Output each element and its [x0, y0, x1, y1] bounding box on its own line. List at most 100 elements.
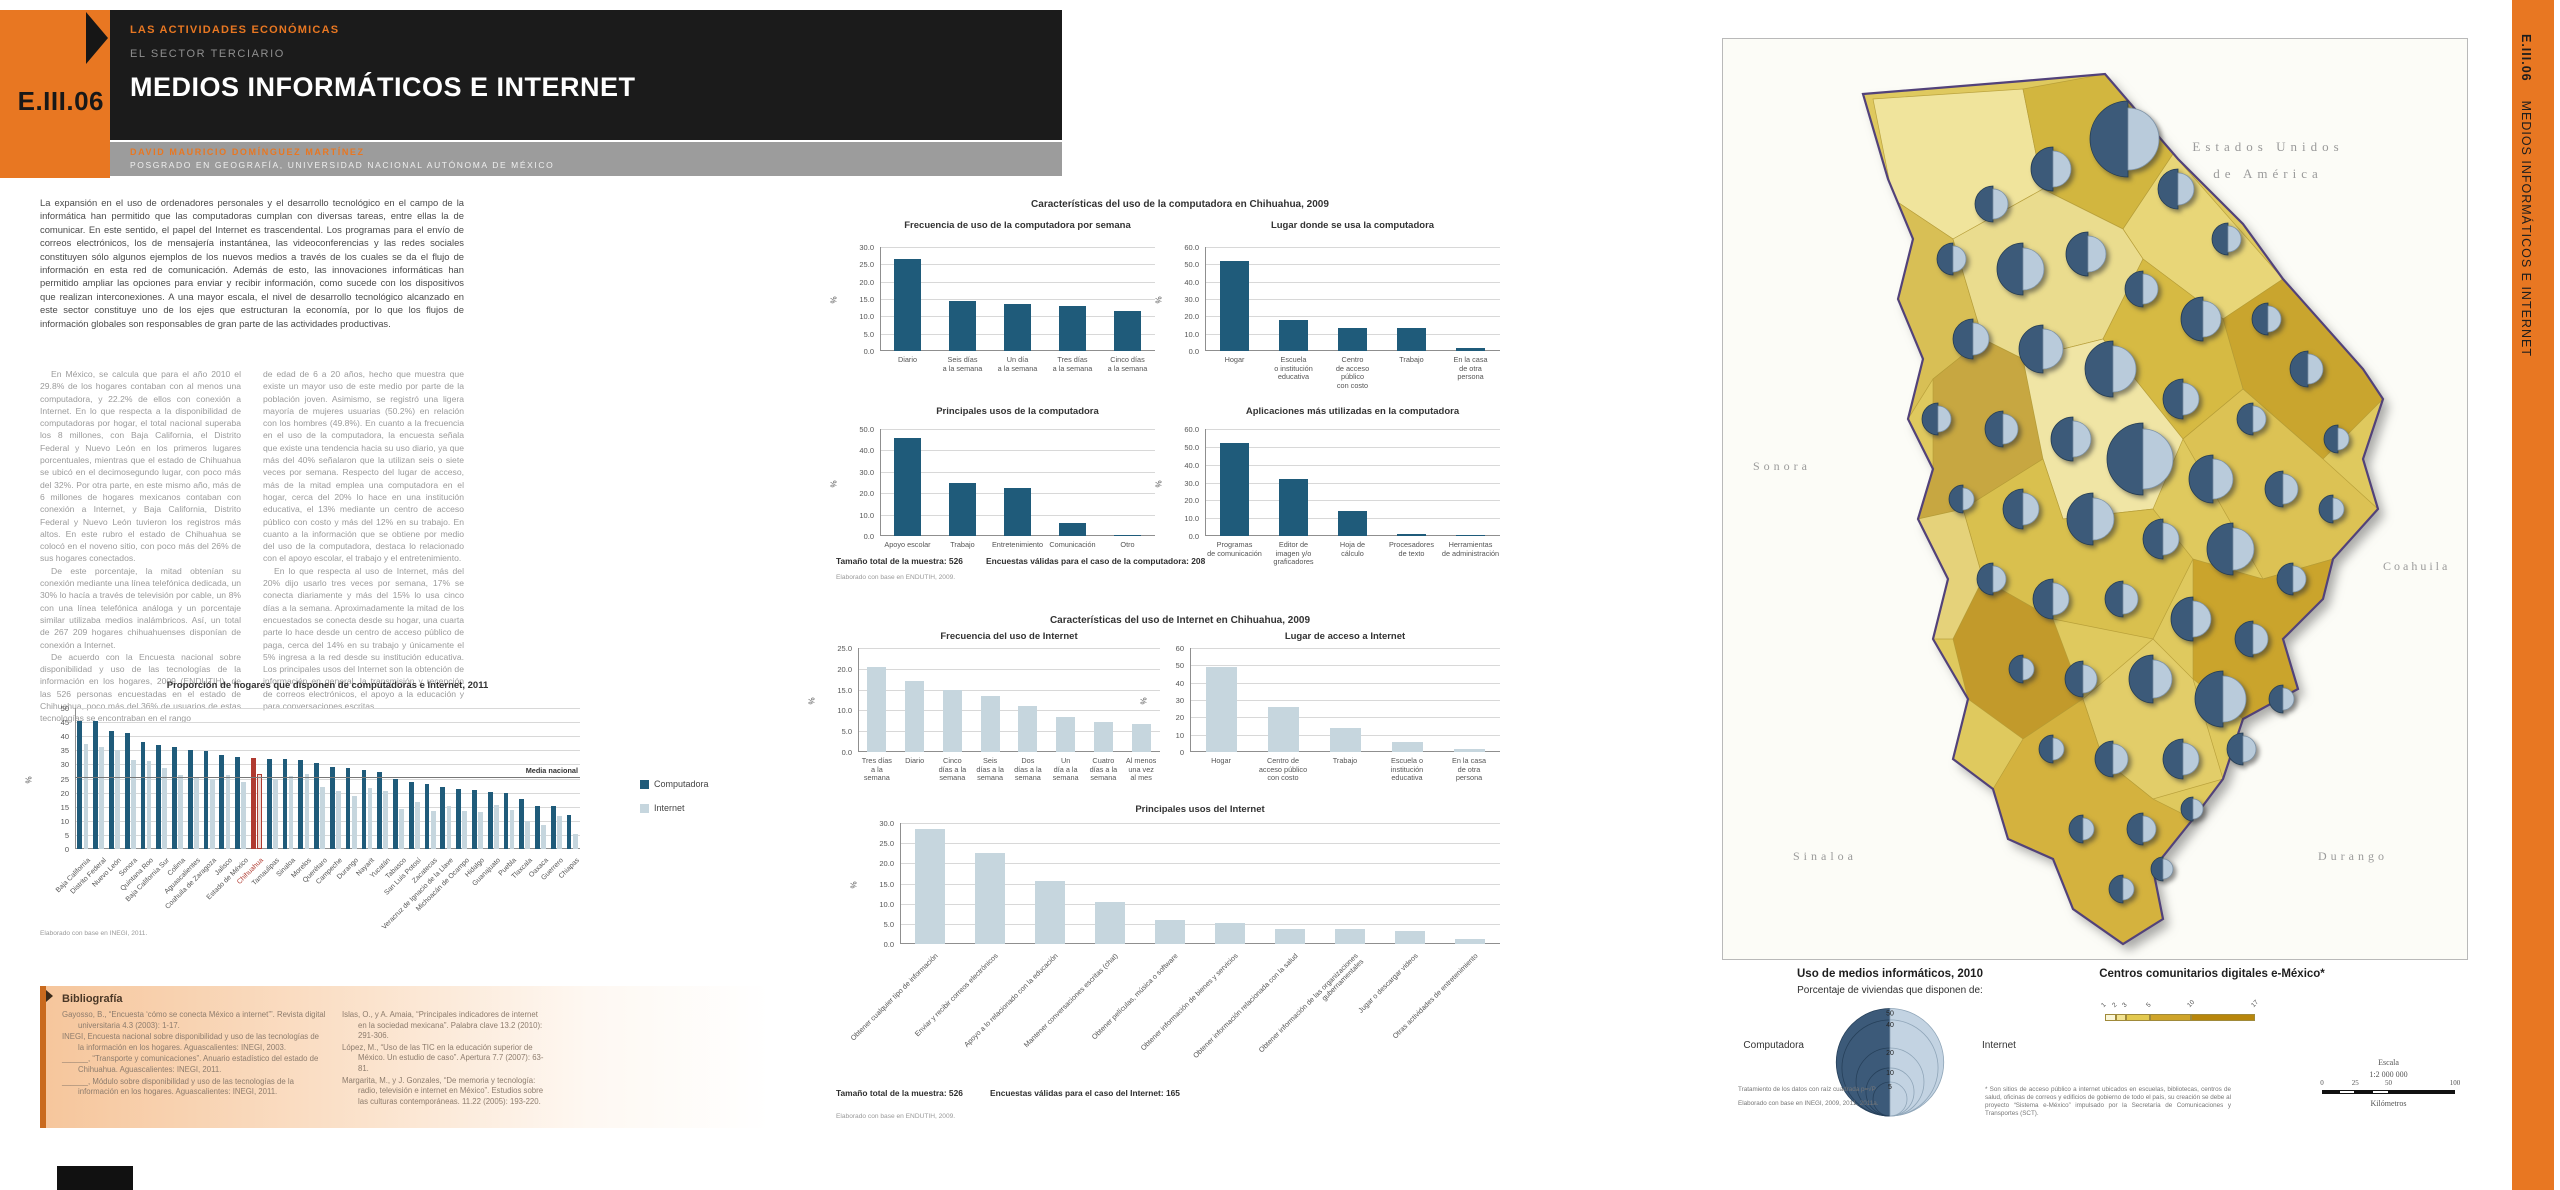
y-axis-label: % — [829, 479, 839, 487]
bar-internet — [146, 761, 152, 849]
size-legend-value: 40 — [1886, 1022, 1894, 1029]
symbol-computadora-half — [2084, 340, 2114, 398]
y-tick: 0.0 — [1188, 347, 1199, 356]
gridline — [1190, 700, 1500, 701]
bar — [1113, 534, 1142, 536]
bar — [942, 689, 962, 752]
y-tick: 20.0 — [1184, 496, 1199, 506]
x-label: Hogar — [1211, 756, 1231, 765]
symbol-internet-half — [2112, 345, 2137, 393]
bar — [975, 853, 1005, 944]
scale-tick: 100 — [2449, 1079, 2461, 1087]
bar — [1335, 929, 1365, 944]
x-label: Enviar y recibir correos electrónicos — [912, 951, 1000, 1039]
symbol-computadora-half — [2050, 416, 2074, 462]
symbol-computadora-half — [2323, 424, 2339, 454]
bar — [1058, 305, 1087, 351]
symbol-computadora-half — [2066, 492, 2094, 546]
paragraph: De este porcentaje, la mitad obtenían su… — [40, 565, 241, 650]
ramp-segment — [2190, 1014, 2255, 1021]
bar — [905, 681, 925, 752]
plot-frame — [75, 708, 580, 849]
chart-title-freq_comp: Frecuencia de uso de la computadora por … — [904, 220, 1131, 231]
size-legend-value: 50 — [1886, 1011, 1894, 1018]
symbol-computadora-half — [2150, 856, 2164, 882]
bar-internet — [367, 788, 373, 849]
bar-internet — [194, 777, 199, 849]
y-axis-label: % — [807, 697, 817, 705]
gridline — [75, 834, 580, 836]
bar-computadora — [393, 779, 398, 849]
symbol-internet-half — [2337, 427, 2350, 451]
size-legend-value: 10 — [1886, 1070, 1894, 1077]
gridline — [1205, 446, 1500, 448]
symbol-internet-half — [2002, 413, 2019, 445]
bar-internet — [462, 810, 468, 849]
chart-title-states: Proporción de hogares que disponen de co… — [166, 680, 489, 691]
symbol-computadora-half — [1921, 402, 1939, 436]
symbol-computadora-half — [2318, 494, 2334, 524]
symbol-computadora-half — [2065, 231, 2089, 277]
y-tick: 40 — [1175, 678, 1184, 688]
size-legend-value: 20 — [1886, 1050, 1894, 1057]
y-tick: 50.0 — [859, 425, 874, 434]
symbol-computadora-half — [2268, 684, 2284, 714]
y-tick: 0.0 — [863, 347, 874, 356]
scale-tick: 25 — [2351, 1079, 2359, 1087]
symbol-internet-half — [2192, 600, 2212, 638]
x-label: Otras actividades de entretenimiento — [1390, 951, 1480, 1041]
y-tick: 40 — [60, 732, 69, 742]
source-endutih-1: Elaborado con base en ENDUTIH, 2009. — [836, 574, 956, 581]
gridline — [880, 450, 1155, 452]
bar — [1267, 706, 1299, 752]
symbol-internet-half — [2142, 428, 2174, 490]
bar — [1395, 931, 1425, 944]
symbol-internet-half — [2082, 664, 2098, 694]
y-tick: 30.0 — [879, 819, 894, 828]
label-sonora: Sonora — [1753, 459, 1811, 473]
gridline — [1205, 500, 1500, 502]
x-label: Herramientas de administración — [1441, 540, 1500, 558]
symbol-computadora-half — [1948, 484, 1964, 514]
gridline — [880, 471, 1155, 473]
label-coahuila: Coahuila — [2383, 559, 2451, 573]
symbol-internet-half — [2222, 675, 2247, 723]
symbol-internet-half — [2202, 300, 2222, 338]
symbol-computadora-half — [2018, 324, 2044, 374]
symbol-internet-half — [1972, 322, 1990, 356]
symbol-internet-half — [2162, 858, 2174, 880]
gridline — [858, 668, 1160, 670]
symbol-computadora-half — [2094, 740, 2114, 778]
bibliography-entry: López, M., “Uso de las TIC en la educaci… — [342, 1042, 544, 1073]
symbol-computadora-half — [2162, 378, 2184, 420]
symbol-internet-half — [2052, 150, 2072, 188]
bar — [915, 829, 945, 944]
symbol-internet-half — [2082, 817, 2095, 841]
chart-title-apps_comp: Aplicaciones más utilizadas en la comput… — [1245, 406, 1460, 417]
gridline — [75, 750, 580, 752]
bibliography-entry: ______, Módulo sobre disponibilidad y us… — [62, 1076, 294, 1097]
y-tick: 10.0 — [1184, 514, 1199, 524]
sample-note-internet: Tamaño total de la muestra: 526 — [836, 1088, 963, 1098]
legend-note-source: Elaborado con base en INEGI, 2009, 2011,… — [1738, 1100, 1879, 1107]
bar-computadora — [314, 763, 319, 849]
y-tick: 35 — [60, 746, 69, 756]
ramp-tick: 2 — [2110, 1001, 2119, 1009]
emex-title: Centros comunitarios digitales e-México* — [2099, 968, 2325, 980]
symbol-computadora-half — [2030, 146, 2054, 192]
y-tick: 30.0 — [1184, 478, 1199, 488]
x-label: Apoyo escolar — [884, 540, 931, 549]
x-label: Programas de comunicación — [1207, 540, 1262, 558]
y-tick: 0 — [1179, 748, 1184, 757]
x-label: Entretenimiento — [991, 540, 1044, 549]
symbol-computadora-half — [2157, 168, 2179, 210]
author-affiliation: POSGRADO EN GEOGRAFÍA, UNIVERSIDAD NACIO… — [130, 160, 555, 170]
y-axis-label: % — [849, 880, 859, 888]
legend-internet-label: Internet — [1982, 1040, 2016, 1051]
x-label: Editor de imagen y/o graficadores — [1273, 540, 1314, 567]
bar — [1219, 260, 1250, 351]
symbol-internet-half — [2332, 497, 2345, 521]
y-tick: 25.0 — [879, 839, 894, 849]
x-label: Escuela o institución educativa — [1274, 355, 1313, 382]
chihuahua-map — [1861, 72, 2385, 946]
